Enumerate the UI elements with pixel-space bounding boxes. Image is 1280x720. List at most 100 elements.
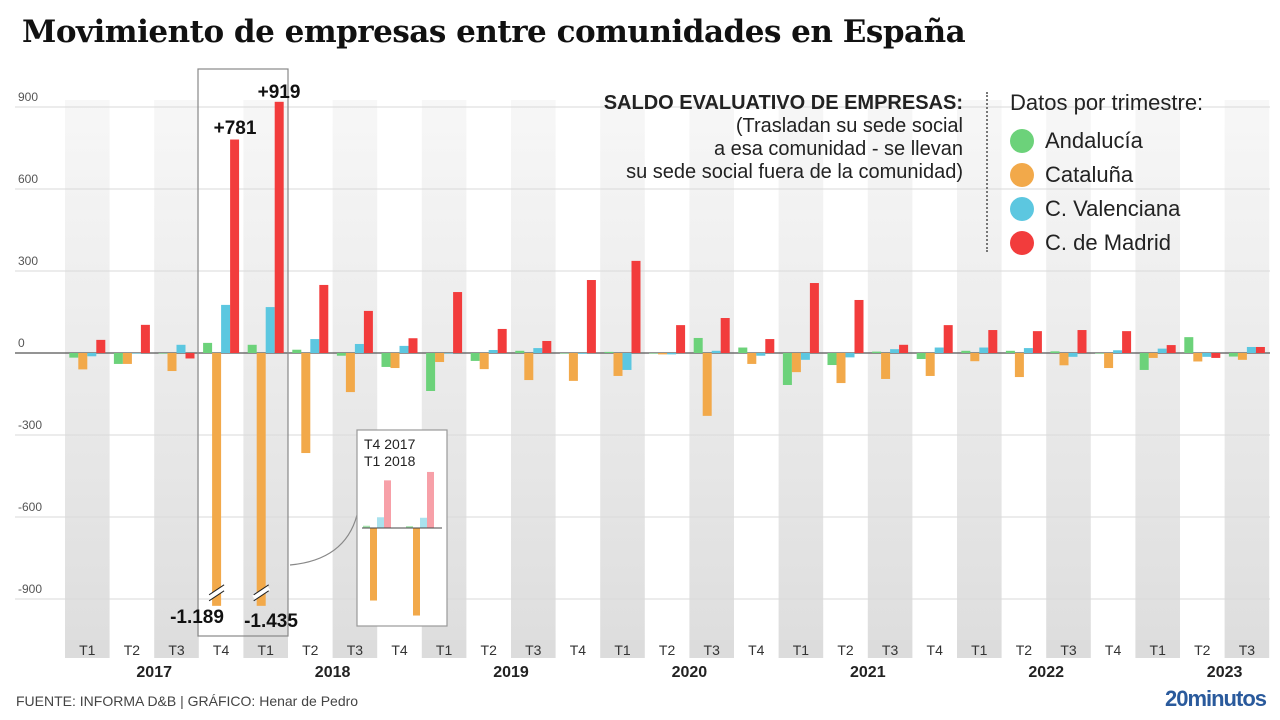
axis-break-icon: [253, 590, 269, 602]
inset-connector: [289, 514, 358, 566]
x-tick-label: T2: [1016, 642, 1033, 658]
x-tick-label: T3: [1060, 642, 1077, 658]
year-label: 2019: [493, 664, 529, 681]
bar-c-valenciana-9: [488, 349, 498, 353]
bar-catalu-a-8: [435, 353, 445, 363]
bar-andaluc-a-18: [872, 351, 882, 353]
column-shade: [957, 100, 1002, 640]
bar-andaluc-a-20: [961, 350, 971, 353]
bar-c-valenciana-4: [265, 307, 275, 353]
y-tick-label: 900: [18, 90, 38, 104]
bar-andaluc-a-21: [1005, 350, 1015, 353]
x-tick-label: T2: [1194, 642, 1211, 658]
axis-label-shade: [1135, 640, 1180, 658]
bar-catalu-a-14: [702, 353, 712, 416]
bar-c-de-madrid-10: [542, 340, 552, 353]
y-tick-label: 300: [18, 254, 38, 268]
label-madrid-t1-2018: +919: [258, 82, 301, 103]
label-madrid-t4-2017: +781: [214, 118, 257, 139]
bar-c-valenciana-23: [1113, 350, 1123, 353]
bar-andaluc-a-14: [693, 337, 703, 353]
bar-catalu-a-1: [122, 353, 132, 364]
bar-c-de-madrid-1: [140, 324, 150, 353]
bar-catalu-a-11: [568, 353, 578, 381]
bar-catalu-a-18: [881, 353, 891, 379]
bar-andaluc-a-8: [426, 353, 436, 391]
year-label: 2018: [315, 664, 351, 681]
bar-catalu-a-23: [1104, 353, 1114, 369]
bar-c-valenciana-18: [890, 349, 900, 353]
bar-catalu-a-15: [747, 353, 757, 364]
bar-c-valenciana-17: [845, 353, 855, 358]
bar-c-valenciana-24: [1157, 348, 1167, 353]
explanation-heading: SALDO EVALUATIVO DE EMPRESAS:: [603, 92, 963, 114]
bar-andaluc-a-10: [515, 350, 525, 353]
bar-c-valenciana-13: [667, 353, 677, 355]
bar-andaluc-a-24: [1139, 353, 1149, 370]
x-tick-label: T1: [1150, 642, 1167, 658]
bar-c-valenciana-2: [176, 344, 186, 353]
bar-andaluc-a-2: [158, 353, 168, 354]
bar-andaluc-a-9: [470, 353, 480, 361]
axis-label-shade: [511, 640, 556, 658]
legend-item-valenciana: C. Valenciana: [1010, 192, 1203, 226]
bar-c-valenciana-12: [622, 353, 632, 370]
x-tick-label: T4: [1105, 642, 1122, 658]
bar-c-de-madrid-19: [943, 325, 953, 353]
column-shade: [1135, 100, 1180, 640]
column-shade: [65, 100, 110, 640]
axis-label-shade: [243, 640, 288, 658]
axis-label-shade: [421, 640, 467, 658]
bar-c-de-madrid-18: [899, 344, 909, 353]
year-label: 2017: [136, 664, 172, 681]
bar-c-valenciana-22: [1068, 353, 1078, 357]
legend-label: C. de Madrid: [1045, 230, 1171, 255]
x-tick-label: T1: [614, 642, 631, 658]
bar-c-valenciana-15: [756, 353, 766, 356]
legend-item-cataluna: Cataluña: [1010, 158, 1203, 192]
x-tick-label: T3: [168, 642, 185, 658]
x-tick-label: T2: [837, 642, 854, 658]
bar-catalu-a-16: [791, 353, 801, 373]
legend-title: Datos por trimestre:: [1010, 90, 1204, 115]
bar-catalu-a-25: [1193, 353, 1203, 362]
x-tick-label: T3: [525, 642, 542, 658]
x-tick-label: T4: [927, 642, 944, 658]
bar-c-de-madrid-3: [230, 139, 240, 353]
bar-catalu-a-3: [212, 353, 222, 606]
bar-andaluc-a-11: [559, 353, 569, 354]
bar-andaluc-a-12: [604, 351, 614, 353]
y-tick-label: -600: [18, 500, 42, 514]
bar-c-valenciana-1: [131, 353, 141, 354]
legend-dot-icon: [1010, 129, 1034, 153]
x-tick-label: T4: [213, 642, 230, 658]
bar-c-valenciana-7: [399, 345, 409, 353]
label-cataluna-t4-2017: -1.189: [170, 607, 224, 628]
year-label: 2020: [672, 664, 708, 681]
axis-break-icon: [208, 590, 225, 602]
x-tick-label: T3: [882, 642, 899, 658]
bar-catalu-a-7: [390, 353, 400, 369]
bar-catalu-a-4: [256, 353, 266, 606]
bar-andaluc-a-5: [292, 349, 302, 353]
legend: Datos por trimestre: Andalucía Cataluña …: [1010, 90, 1203, 260]
bar-catalu-a-6: [345, 353, 355, 393]
legend-item-madrid: C. de Madrid: [1010, 226, 1203, 260]
axis-label-shade: [65, 640, 110, 658]
legend-label: Cataluña: [1045, 162, 1134, 187]
axis-label-shade: [154, 640, 199, 658]
bar-andaluc-a-1: [113, 353, 123, 364]
inset-bar: [413, 528, 420, 616]
bar-c-de-madrid-14: [720, 318, 730, 353]
inset-label-1: T4 2017: [364, 436, 416, 452]
bar-andaluc-a-6: [336, 353, 346, 356]
bar-c-valenciana-5: [310, 339, 320, 353]
bar-c-de-madrid-0: [96, 339, 106, 353]
x-tick-label: T3: [704, 642, 721, 658]
column-shade: [1224, 100, 1270, 640]
y-tick-label: 600: [18, 172, 38, 186]
brand-logo: 20minutos: [1164, 686, 1267, 711]
legend-label: Andalucía: [1045, 128, 1143, 153]
bar-andaluc-a-26: [1228, 353, 1238, 357]
